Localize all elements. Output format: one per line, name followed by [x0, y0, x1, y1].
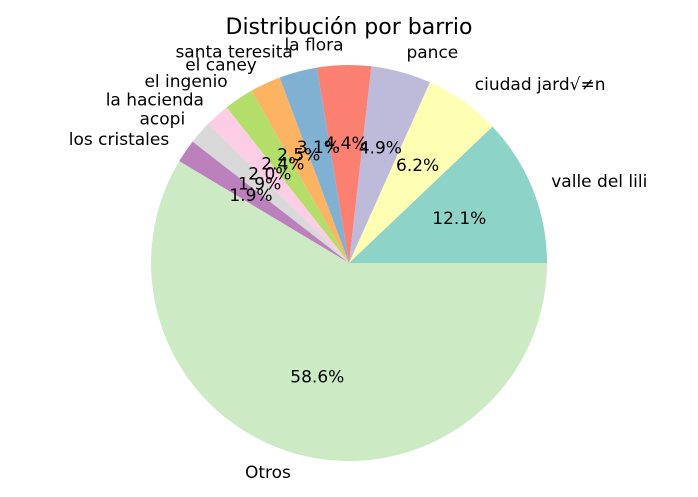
slice-label-1: ciudad jard√≠n	[475, 75, 606, 95]
slice-label-6: el ingenio	[144, 72, 227, 92]
pie-slice-6	[226, 90, 349, 263]
slice-label-3: la flora	[284, 35, 343, 55]
pie-slice-9	[179, 141, 349, 263]
slice-pct-label-7: 2.0%	[248, 164, 291, 184]
slice-label-7: la hacienda	[106, 91, 204, 111]
slice-label-8: acopi	[139, 109, 185, 129]
slice-pct-label-5: 2.5%	[277, 145, 320, 165]
pie-slice-10	[150, 161, 548, 462]
pie-slices	[150, 65, 548, 462]
pie-slice-7	[208, 107, 349, 264]
slice-pct-label-6: 2.4%	[261, 154, 304, 174]
slice-pct-label-2: 4.9%	[359, 138, 402, 158]
pie-slice-8	[192, 123, 349, 263]
slice-label-0: valle del lili	[551, 172, 647, 192]
slice-pct-label-8: 1.9%	[238, 175, 281, 195]
slice-label-2: pance	[406, 43, 458, 63]
slice-label-10: Otros	[245, 463, 291, 483]
slice-pct-label-10: 58.6%	[290, 367, 344, 387]
slice-pct-label-3: 4.4%	[324, 134, 367, 154]
pie-slice-3	[316, 65, 372, 264]
pie-labels: valle del lili 12.1% ciudad jard√≠n 6.2% pan…	[69, 35, 648, 483]
slice-pct-label-1: 6.2%	[396, 156, 439, 176]
slice-pct-label-0: 12.1%	[432, 209, 486, 229]
pie-slice-5	[251, 77, 349, 263]
chart-title: Distribución por barrio	[226, 15, 473, 40]
slice-pct-label-9: 1.9%	[229, 186, 272, 206]
pie-slice-1	[349, 82, 493, 263]
slice-label-9: los cristales	[69, 130, 170, 150]
slice-label-4: santa teresita	[175, 43, 292, 63]
slice-label-5: el caney	[185, 56, 257, 76]
pie-slice-2	[349, 66, 430, 264]
pie-slice-0	[349, 126, 547, 263]
pie-slice-4	[279, 67, 349, 263]
slice-pct-label-4: 3.1%	[297, 138, 340, 158]
